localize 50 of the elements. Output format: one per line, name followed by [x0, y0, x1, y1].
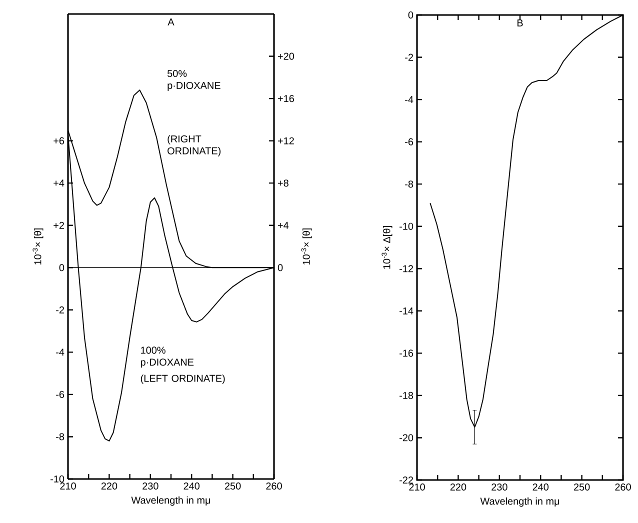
y-tick-label: +6	[54, 137, 64, 144]
y-tick-label: +2	[54, 222, 64, 229]
y-tick-label: -22	[400, 476, 413, 484]
x-tick-label: 220	[101, 482, 118, 490]
chart-title: A	[168, 18, 174, 26]
annotation: (RIGHT ORDINATE)	[168, 135, 221, 156]
y2-tick-label: +16	[278, 95, 294, 102]
x-axis-title: Wavelength in mμ	[131, 496, 210, 506]
y2-tick-label: +12	[278, 137, 294, 144]
y-tick-label: 0	[408, 11, 414, 19]
x-tick-label: 220	[450, 484, 466, 491]
y-tick-label: +4	[54, 180, 64, 187]
y-tick-label: -4	[405, 96, 414, 103]
y-axis-title: 10$^{-3}$× Δ[θ]	[382, 226, 392, 269]
y-tick-label: -18	[400, 392, 414, 399]
y-tick-label: -16	[400, 350, 414, 357]
x-tick-label: 230	[142, 482, 158, 490]
y-tick-label: -4	[56, 348, 64, 356]
chart-title: B	[517, 20, 523, 26]
x-tick-label: 240	[184, 482, 200, 490]
y-tick-label: -8	[56, 433, 64, 440]
y-tick-label: -12	[400, 265, 413, 272]
y-tick-label: -6	[56, 390, 64, 398]
y-tick-label: -2	[56, 306, 64, 314]
y2-tick-label: +4	[278, 222, 289, 229]
y-tick-label: -20	[400, 434, 414, 442]
y-axis-title: 10$^{-3}$× [θ]	[32, 228, 44, 264]
x-axis-title: Wavelength in mμ	[480, 497, 560, 507]
y2-tick-label: 0	[278, 264, 283, 272]
x-tick-label: 260	[615, 484, 631, 491]
x-tick-label: 240	[532, 484, 549, 491]
y-tick-label: -8	[405, 180, 414, 188]
y-tick-label: -2	[405, 54, 413, 61]
y-tick-label: 0	[59, 264, 64, 272]
x-tick-label: 260	[266, 482, 282, 490]
y2-tick-label: +8	[278, 180, 288, 187]
y-tick-label: -14	[400, 307, 414, 314]
x-tick-label: 250	[224, 482, 241, 490]
text: 50% p·DIOXANE	[167, 70, 220, 91]
x-tick-label: 250	[574, 484, 590, 491]
annotation: (LEFT ORDINATE)	[140, 374, 225, 384]
y-tick-label: -10	[400, 222, 414, 230]
y2-axis-title: 10$^{-3}$× [θ]	[301, 228, 312, 264]
y2-tick-label: +20	[278, 52, 294, 60]
y-tick-label: -10	[50, 475, 64, 483]
x-tick-label: 230	[492, 484, 508, 491]
x-tick-label: 210	[409, 484, 425, 491]
x-tick-label: 210	[60, 482, 76, 490]
series-label: 100% p·DIOXANE	[140, 346, 194, 368]
y-tick-label: -6	[405, 138, 414, 146]
